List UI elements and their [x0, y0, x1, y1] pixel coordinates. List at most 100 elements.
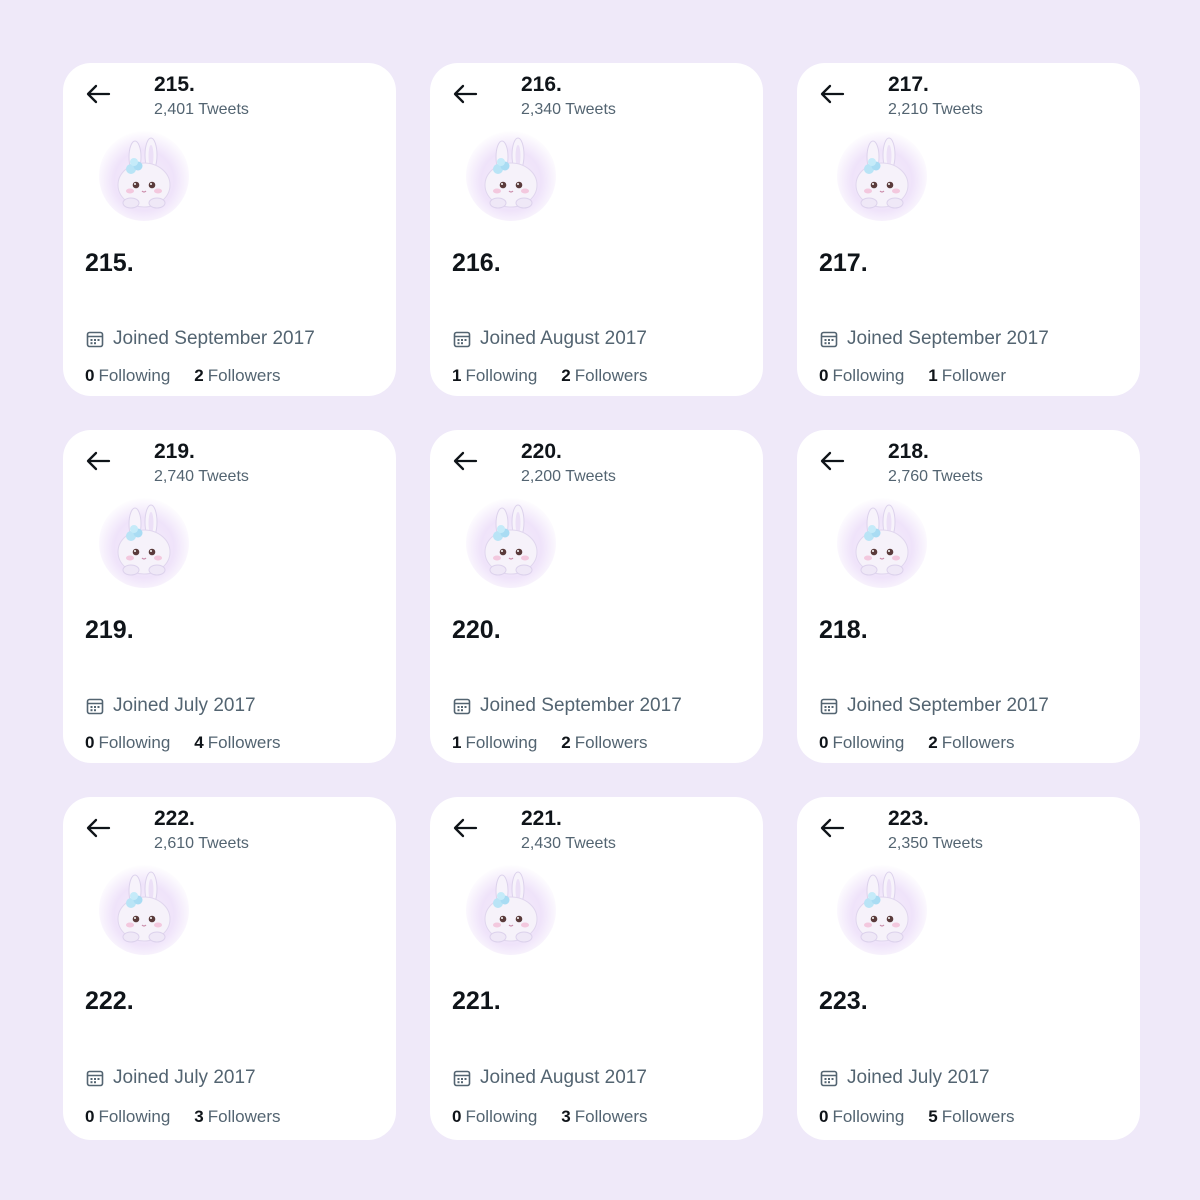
followers-label: Followers	[941, 1107, 1015, 1126]
avatar[interactable]	[837, 131, 927, 221]
followers-count: 2	[561, 366, 571, 385]
bunny-paws	[489, 564, 507, 576]
back-arrow-icon[interactable]	[452, 817, 478, 839]
following-label: Following	[98, 366, 171, 385]
tweet-count: 2,610 Tweets	[154, 835, 249, 852]
followers-count: 2	[561, 733, 571, 752]
following-count: 0	[452, 1107, 462, 1126]
display-name: 216.	[452, 249, 501, 277]
follow-stats: 0 Following 3 Followers	[452, 1107, 648, 1127]
followers-count: 2	[928, 733, 938, 752]
followers-link[interactable]: 4 Followers	[194, 733, 280, 753]
back-arrow-icon[interactable]	[85, 817, 111, 839]
calendar-icon	[452, 1068, 472, 1088]
followers-link[interactable]: 1 Follower	[928, 366, 1006, 386]
followers-link[interactable]: 3 Followers	[194, 1107, 280, 1127]
display-name: 217.	[819, 249, 868, 277]
header-name: 217.	[888, 73, 929, 96]
following-count: 0	[819, 733, 829, 752]
avatar[interactable]	[99, 498, 189, 588]
following-count: 1	[452, 366, 462, 385]
followers-count: 1	[928, 366, 938, 385]
followers-count: 2	[194, 366, 204, 385]
calendar-icon	[819, 329, 839, 349]
tweet-count: 2,430 Tweets	[521, 835, 616, 852]
avatar[interactable]	[99, 131, 189, 221]
display-name: 215.	[85, 249, 134, 277]
following-link[interactable]: 0 Following	[85, 733, 170, 753]
followers-link[interactable]: 2 Followers	[194, 366, 280, 386]
avatar[interactable]	[837, 498, 927, 588]
back-arrow-icon[interactable]	[819, 817, 845, 839]
followers-count: 3	[561, 1107, 571, 1126]
following-count: 0	[85, 1107, 95, 1126]
following-label: Following	[465, 1107, 538, 1126]
following-link[interactable]: 1 Following	[452, 733, 537, 753]
back-arrow-icon[interactable]	[452, 450, 478, 472]
follow-stats: 0 Following 4 Followers	[85, 733, 281, 753]
bunny-bow	[864, 898, 874, 908]
followers-count: 4	[194, 733, 204, 752]
bunny-paws	[860, 197, 878, 209]
back-arrow-icon[interactable]	[85, 450, 111, 472]
following-count: 0	[85, 733, 95, 752]
following-link[interactable]: 0 Following	[819, 366, 904, 386]
joined-text: Joined July 2017	[113, 695, 256, 716]
following-link[interactable]: 0 Following	[452, 1107, 537, 1127]
avatar[interactable]	[466, 498, 556, 588]
display-name: 223.	[819, 987, 868, 1015]
following-link[interactable]: 1 Following	[452, 366, 537, 386]
bunny-bow	[493, 164, 503, 174]
following-link[interactable]: 0 Following	[85, 1107, 170, 1127]
followers-count: 5	[928, 1107, 938, 1126]
avatar[interactable]	[466, 131, 556, 221]
avatar[interactable]	[466, 865, 556, 955]
back-arrow-icon[interactable]	[85, 83, 111, 105]
joined-text: Joined September 2017	[847, 695, 1049, 716]
tweet-count: 2,401 Tweets	[154, 101, 249, 118]
following-label: Following	[832, 366, 905, 385]
following-link[interactable]: 0 Following	[819, 733, 904, 753]
profile-card: 218. 2,760 Tweets 218. Joined September …	[797, 430, 1140, 763]
tweet-count: 2,740 Tweets	[154, 468, 249, 485]
header-name: 223.	[888, 807, 929, 830]
joined-date: Joined July 2017	[85, 1067, 256, 1089]
back-arrow-icon[interactable]	[819, 450, 845, 472]
follow-stats: 1 Following 2 Followers	[452, 366, 648, 386]
following-label: Following	[465, 366, 538, 385]
following-label: Following	[98, 1107, 171, 1126]
bunny-paws	[489, 931, 507, 943]
joined-text: Joined August 2017	[480, 1067, 647, 1088]
followers-link[interactable]: 2 Followers	[561, 366, 647, 386]
following-count: 0	[819, 366, 829, 385]
following-label: Following	[465, 733, 538, 752]
following-count: 0	[85, 366, 95, 385]
followers-label: Followers	[207, 733, 281, 752]
calendar-icon	[85, 1068, 105, 1088]
joined-text: Joined September 2017	[113, 328, 315, 349]
following-link[interactable]: 0 Following	[85, 366, 170, 386]
tweet-count: 2,210 Tweets	[888, 101, 983, 118]
calendar-icon	[85, 329, 105, 349]
avatar[interactable]	[837, 865, 927, 955]
followers-link[interactable]: 3 Followers	[561, 1107, 647, 1127]
joined-date: Joined September 2017	[819, 328, 1049, 350]
profile-card: 215. 2,401 Tweets 215. Joined September …	[63, 63, 396, 396]
avatar[interactable]	[99, 865, 189, 955]
following-label: Following	[832, 733, 905, 752]
bunny-paws	[860, 564, 878, 576]
back-arrow-icon[interactable]	[452, 83, 478, 105]
bunny-bow	[126, 164, 136, 174]
follow-stats: 0 Following 5 Followers	[819, 1107, 1015, 1127]
calendar-icon	[452, 696, 472, 716]
following-link[interactable]: 0 Following	[819, 1107, 904, 1127]
followers-link[interactable]: 2 Followers	[561, 733, 647, 753]
joined-date: Joined August 2017	[452, 328, 647, 350]
follow-stats: 1 Following 2 Followers	[452, 733, 648, 753]
display-name: 218.	[819, 616, 868, 644]
header-name: 220.	[521, 440, 562, 463]
followers-link[interactable]: 5 Followers	[928, 1107, 1014, 1127]
followers-link[interactable]: 2 Followers	[928, 733, 1014, 753]
profile-card: 223. 2,350 Tweets 223. Joined July 2017 …	[797, 797, 1140, 1140]
back-arrow-icon[interactable]	[819, 83, 845, 105]
